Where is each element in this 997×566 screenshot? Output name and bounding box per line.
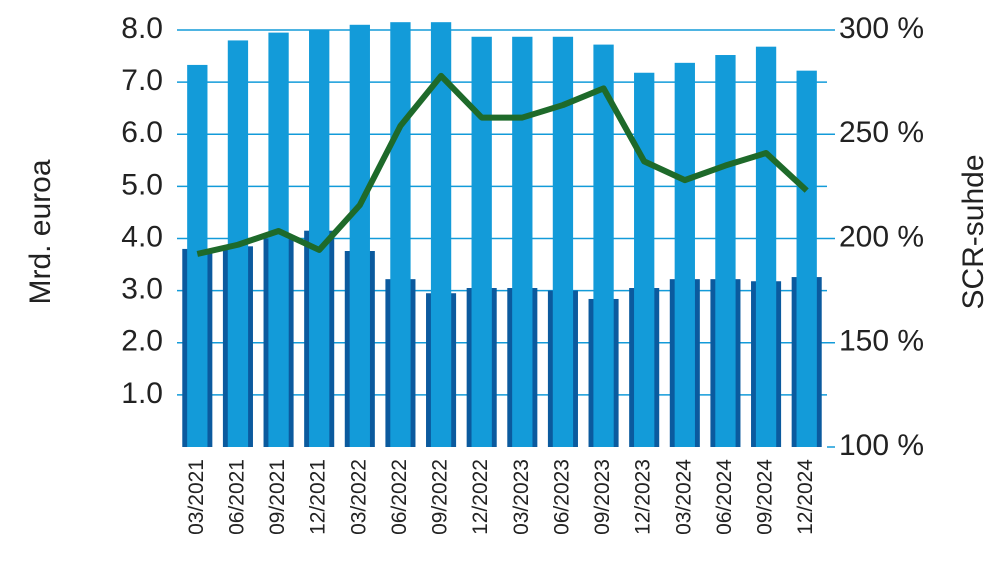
bar [512, 36, 533, 448]
y2-tick-label: 250 % [839, 116, 924, 149]
y2-tick-label: 100 % [839, 429, 924, 462]
bar [349, 24, 370, 447]
y2-tick-label: 150 % [839, 325, 924, 358]
bar [715, 55, 736, 448]
x-tick-label: 03/2021 [185, 459, 208, 535]
y-tick-label: 4.0 [121, 220, 163, 253]
y2-axis-title: SCR-suhde [957, 154, 990, 309]
y-tick-label: 7.0 [121, 64, 163, 97]
bar [430, 22, 452, 448]
bar [471, 36, 492, 448]
x-tick-label: 06/2021 [225, 459, 248, 535]
y-tick-label: 8.0 [121, 12, 163, 45]
bar [593, 44, 614, 447]
x-tick-label: 12/2021 [307, 459, 330, 535]
x-tick-label: 09/2024 [754, 459, 777, 535]
bar [309, 30, 330, 447]
line [196, 72, 809, 257]
bar [187, 64, 208, 447]
bar [796, 70, 817, 447]
bar [755, 46, 777, 448]
x-tick-label: 12/2022 [469, 459, 492, 535]
x-tick-label: 03/2024 [672, 459, 695, 535]
x-tick-label: 03/2023 [510, 459, 533, 535]
x-tick-label: 06/2024 [713, 459, 736, 535]
y-tick-label: 6.0 [121, 116, 163, 149]
x-tick-label: 09/2023 [591, 459, 614, 535]
x-tick-label: 06/2022 [388, 459, 411, 535]
bar [552, 36, 574, 448]
y-tick-label: 2.0 [121, 325, 163, 358]
y2-tick-label: 200 % [839, 220, 924, 253]
bar [390, 22, 411, 448]
x-tick-label: 06/2023 [550, 459, 573, 535]
bar [674, 62, 695, 448]
x-tick-label: 12/2023 [632, 459, 655, 535]
bar [634, 72, 655, 448]
x-tick-label: 09/2022 [429, 459, 452, 535]
y-tick-label: 5.0 [121, 168, 163, 201]
y2-tick-label: 300 % [839, 12, 924, 45]
bar [268, 32, 289, 447]
y-tick-label: 3.0 [121, 273, 163, 306]
x-tick-label: 09/2021 [266, 459, 289, 535]
x-tick-label: 12/2024 [794, 459, 817, 535]
y-axis-title: Mrd. euroa [24, 159, 57, 304]
y-tick-label: 1.0 [121, 377, 163, 410]
x-tick-label: 03/2022 [347, 459, 370, 535]
